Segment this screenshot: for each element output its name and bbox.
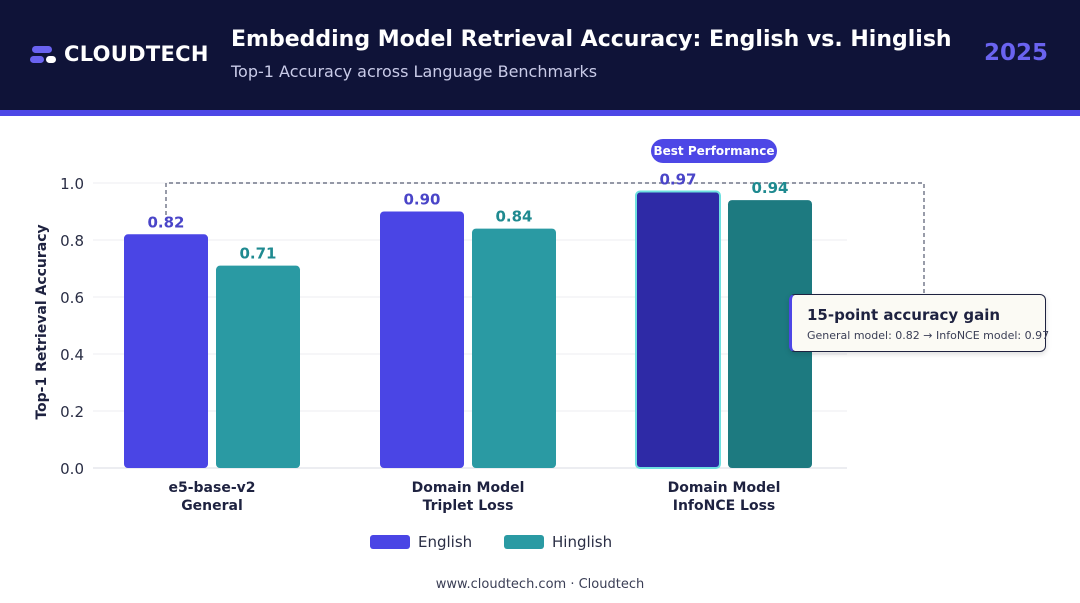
chart-subtitle: Top-1 Accuracy across Language Benchmark… — [231, 62, 598, 81]
data-label-hinglish: 0.94 — [751, 179, 788, 197]
header-bar: CLOUDTECH Embedding Model Retrieval Accu… — [0, 0, 1080, 110]
cloud-logo-icon — [30, 46, 56, 63]
header-accent-stripe — [0, 110, 1080, 116]
bar-hinglish — [728, 200, 812, 468]
x-tick-label: Domain Model — [668, 480, 781, 496]
y-axis-title: Top-1 Retrieval Accuracy — [34, 224, 50, 419]
callout-title: 15-point accuracy gain — [807, 306, 1001, 324]
y-tick-label: 0.8 — [60, 232, 84, 250]
data-label-hinglish: 0.71 — [239, 245, 276, 263]
y-tick-label: 0.6 — [60, 289, 84, 307]
bar-english — [124, 234, 208, 468]
legend-label-english: English — [418, 533, 473, 551]
bar-hinglish — [472, 228, 556, 468]
bar-hinglish — [216, 265, 300, 468]
data-label-english: 0.97 — [659, 171, 696, 189]
legend-swatch-hinglish — [504, 535, 544, 549]
y-tick-label: 1.0 — [60, 175, 84, 193]
bar-english — [635, 190, 721, 470]
x-tick-label: Triplet Loss — [423, 498, 514, 514]
callout-text: General model: 0.82 → InfoNCE model: 0.9… — [807, 329, 1050, 342]
legend-label-hinglish: Hinglish — [552, 533, 613, 551]
best-performance-badge: Best Performance — [651, 139, 777, 163]
x-tick-label: InfoNCE Loss — [673, 498, 776, 514]
x-tick-label: e5-base-v2 — [168, 480, 255, 496]
y-tick-label: 0.2 — [60, 403, 84, 421]
x-tick-label: Domain Model — [412, 480, 525, 496]
legend-swatch-english — [370, 535, 410, 549]
bar-english — [380, 211, 464, 468]
y-tick-label: 0.0 — [60, 460, 84, 478]
chart-title: Embedding Model Retrieval Accuracy: Engl… — [231, 27, 952, 52]
data-label-english: 0.90 — [403, 191, 440, 209]
data-label-english: 0.82 — [147, 213, 184, 231]
accuracy-gain-callout: 15-point accuracy gain General model: 0.… — [789, 294, 1050, 352]
comparison-bracket — [165, 182, 925, 294]
y-tick-label: 0.4 — [60, 346, 84, 364]
chart-legend: English Hinglish — [0, 533, 1080, 553]
footer-credit: www.cloudtech.com · Cloudtech — [435, 577, 645, 592]
year-label: 2025 — [983, 40, 1048, 66]
data-label-hinglish: 0.84 — [495, 208, 532, 226]
x-tick-label: General — [181, 498, 243, 514]
brand-name: CLOUDTECH — [64, 42, 209, 66]
